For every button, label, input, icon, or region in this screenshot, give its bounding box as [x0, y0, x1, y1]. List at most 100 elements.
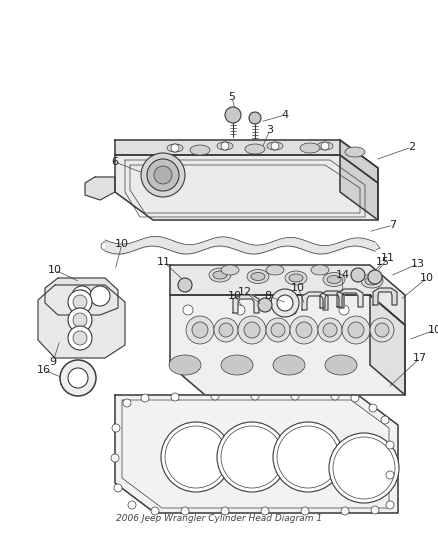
Circle shape — [171, 393, 179, 401]
Circle shape — [266, 318, 290, 342]
Circle shape — [217, 422, 287, 492]
Circle shape — [186, 316, 214, 344]
Circle shape — [386, 441, 394, 449]
Text: 10: 10 — [228, 291, 242, 301]
Circle shape — [271, 142, 279, 150]
Circle shape — [111, 454, 119, 462]
Text: 10: 10 — [291, 283, 305, 293]
Circle shape — [331, 392, 339, 400]
Ellipse shape — [273, 355, 305, 375]
Text: 17: 17 — [413, 353, 427, 363]
Circle shape — [221, 507, 229, 515]
Text: 15: 15 — [376, 257, 390, 267]
Circle shape — [339, 305, 349, 315]
Circle shape — [68, 326, 92, 350]
Circle shape — [258, 298, 272, 312]
Ellipse shape — [285, 271, 307, 285]
Polygon shape — [85, 177, 115, 200]
Circle shape — [60, 360, 96, 396]
Polygon shape — [170, 265, 405, 325]
Ellipse shape — [217, 142, 233, 150]
Circle shape — [211, 392, 219, 400]
Circle shape — [386, 471, 394, 479]
Circle shape — [369, 404, 377, 412]
Text: 4: 4 — [282, 110, 289, 120]
Circle shape — [76, 290, 88, 302]
Circle shape — [112, 424, 120, 432]
Ellipse shape — [251, 272, 265, 280]
Circle shape — [72, 286, 92, 306]
Circle shape — [219, 323, 233, 337]
Circle shape — [214, 318, 238, 342]
Circle shape — [73, 331, 87, 345]
Ellipse shape — [300, 143, 320, 153]
Ellipse shape — [245, 144, 265, 154]
Ellipse shape — [325, 355, 357, 375]
Circle shape — [244, 322, 260, 338]
Polygon shape — [115, 155, 378, 220]
Polygon shape — [115, 140, 378, 183]
Circle shape — [192, 322, 208, 338]
Circle shape — [370, 318, 394, 342]
Circle shape — [73, 295, 87, 309]
Circle shape — [128, 501, 136, 509]
Circle shape — [323, 323, 337, 337]
Text: 5: 5 — [229, 92, 236, 102]
Ellipse shape — [209, 268, 231, 282]
Circle shape — [342, 316, 370, 344]
Ellipse shape — [267, 142, 283, 150]
Circle shape — [73, 313, 87, 327]
Polygon shape — [337, 289, 363, 307]
Circle shape — [386, 501, 394, 509]
Ellipse shape — [169, 355, 201, 375]
Circle shape — [221, 142, 229, 150]
Polygon shape — [115, 395, 398, 513]
Circle shape — [249, 112, 261, 124]
Circle shape — [68, 308, 92, 332]
Polygon shape — [320, 291, 344, 308]
Circle shape — [225, 107, 241, 123]
Circle shape — [291, 392, 299, 400]
Ellipse shape — [361, 274, 383, 288]
Text: 2006 Jeep Wrangler Cylinder Head Diagram 1: 2006 Jeep Wrangler Cylinder Head Diagram… — [116, 514, 322, 523]
Text: 11: 11 — [157, 257, 171, 267]
Circle shape — [301, 507, 309, 515]
Circle shape — [277, 295, 293, 311]
Ellipse shape — [266, 265, 284, 275]
Ellipse shape — [247, 270, 269, 284]
Circle shape — [368, 270, 382, 284]
Text: 8: 8 — [265, 291, 272, 301]
Circle shape — [296, 322, 312, 338]
Polygon shape — [302, 292, 328, 310]
Ellipse shape — [167, 144, 183, 152]
Circle shape — [271, 289, 299, 317]
Text: 11: 11 — [381, 253, 395, 263]
Polygon shape — [38, 285, 125, 358]
Ellipse shape — [213, 271, 227, 279]
Circle shape — [161, 422, 231, 492]
Circle shape — [329, 433, 399, 503]
Ellipse shape — [327, 276, 341, 284]
Circle shape — [154, 166, 172, 184]
Ellipse shape — [323, 272, 345, 287]
Text: 9: 9 — [49, 357, 57, 367]
Ellipse shape — [317, 142, 333, 150]
Circle shape — [171, 144, 179, 152]
Circle shape — [261, 507, 269, 515]
Text: 10: 10 — [115, 239, 129, 249]
Text: 6: 6 — [112, 157, 119, 167]
Circle shape — [341, 507, 349, 515]
Text: 7: 7 — [389, 220, 396, 230]
Ellipse shape — [221, 355, 253, 375]
Circle shape — [287, 305, 297, 315]
Polygon shape — [340, 140, 378, 220]
Polygon shape — [170, 295, 405, 395]
Text: 3: 3 — [266, 125, 273, 135]
Ellipse shape — [190, 145, 210, 155]
Circle shape — [141, 394, 149, 402]
Text: 10: 10 — [428, 325, 438, 335]
Circle shape — [114, 484, 122, 492]
Circle shape — [318, 318, 342, 342]
Circle shape — [147, 159, 179, 191]
Ellipse shape — [345, 147, 365, 157]
